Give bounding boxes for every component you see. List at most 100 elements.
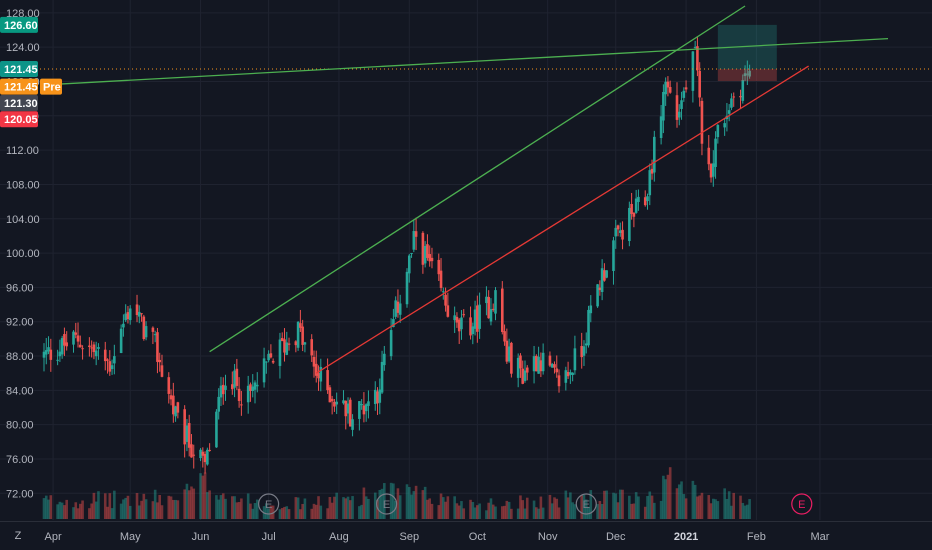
candle-body [426, 244, 429, 258]
volume-bar [367, 498, 370, 519]
candle-body [503, 331, 506, 342]
candle-body [142, 316, 146, 340]
candle-body [428, 254, 431, 262]
volume-bar [442, 497, 445, 519]
candle-body [473, 309, 477, 329]
volume-bar [421, 490, 425, 519]
candle-body [265, 361, 268, 363]
candle-body [532, 356, 536, 372]
candle-body [596, 284, 599, 307]
volume-bar [278, 509, 282, 519]
candle-body [135, 304, 139, 316]
volume-bar [478, 503, 481, 519]
y-tick-label: 72.00 [6, 488, 34, 500]
candle-body [183, 409, 186, 445]
candle-body [396, 301, 400, 313]
candle-body [176, 402, 180, 413]
price-badge-label: 120.05 [4, 114, 38, 126]
candle-body [317, 373, 320, 379]
price-badge-bg [0, 61, 38, 78]
volume-bar [265, 503, 268, 519]
candle-body [573, 348, 577, 371]
volume-bar [172, 499, 175, 519]
candle-body [299, 323, 302, 328]
volume-bar [65, 499, 68, 519]
volume-bar [319, 505, 323, 519]
candle-body [219, 385, 223, 398]
candle-body [137, 311, 141, 317]
volume-bar [373, 492, 377, 519]
volume-bar [358, 506, 361, 519]
volume-bar [301, 503, 304, 519]
candle-body [739, 96, 742, 98]
time-axis[interactable]: Apr May Jun Jul Aug Sep Oct Nov Dec 2021 Feb Mar [0, 521, 932, 550]
volume-bar [72, 507, 75, 519]
candle-body [76, 335, 80, 342]
y-tick-label: 128.00 [6, 8, 40, 20]
drawing-layer[interactable] [0, 5, 932, 374]
volume-bar [76, 508, 80, 519]
candle-body [444, 294, 447, 306]
volume-bar [405, 484, 409, 519]
candle-body [344, 400, 348, 417]
volume-bar [187, 490, 191, 519]
premarket-tag-bg [40, 78, 62, 95]
volume-bar [439, 493, 443, 519]
volume-bar [537, 508, 540, 519]
volume-bar [473, 507, 477, 519]
price-badge-bg [0, 111, 38, 128]
candle-body [283, 339, 286, 353]
x-tick-label: Nov [538, 531, 558, 543]
volume-bar [296, 497, 300, 519]
candle-body [550, 363, 554, 368]
candle-body [158, 359, 162, 363]
volume-bar [487, 502, 490, 519]
candle-body [430, 257, 434, 262]
earnings-marker-label: E [798, 499, 805, 511]
volume-bar [122, 499, 125, 519]
candle-body [231, 384, 234, 390]
volume-bar [612, 492, 615, 519]
volume-bar [725, 498, 729, 519]
price-badge-bg [0, 16, 38, 33]
candle-body [510, 342, 513, 374]
candle-body [446, 305, 450, 317]
volume-bar [119, 503, 123, 519]
trend-line-1 [43, 37, 889, 86]
candle-body [580, 346, 584, 358]
candle-body [255, 384, 259, 387]
candle-body [489, 309, 493, 322]
volume-bar [344, 498, 348, 519]
volume-bar [569, 492, 572, 519]
candle-body [310, 339, 314, 356]
candle-body [262, 358, 266, 383]
volume-bar [412, 491, 416, 519]
earnings-marker: E [375, 493, 398, 515]
volume-bar [460, 501, 463, 519]
volume-bar [190, 486, 193, 519]
volume-bar [317, 496, 320, 519]
candle-body [151, 327, 155, 332]
candle-body [49, 349, 53, 360]
price-badge: 126.60 [0, 16, 38, 33]
volume-bar [410, 494, 413, 519]
volume-bar [333, 496, 336, 519]
axis-mode-button[interactable]: Z [8, 526, 28, 544]
candle-body [643, 197, 647, 206]
candle-body [47, 347, 50, 352]
volume-bar [92, 492, 96, 519]
price-axis[interactable]: 72.00 76.00 80.00 84.00 88.00 92.00 96.00 100.0… [6, 8, 40, 500]
price-badge: 121.45 [0, 61, 38, 78]
volume-bar [491, 504, 495, 519]
volume-bar [471, 502, 475, 519]
candle-body [167, 377, 171, 394]
volume-bar [426, 499, 429, 519]
volume-bar [294, 497, 298, 519]
candle-body [582, 346, 586, 356]
volume-bar [507, 501, 511, 519]
volume-bar [135, 493, 139, 519]
volume-bar [712, 498, 715, 519]
candle-body [684, 87, 688, 90]
